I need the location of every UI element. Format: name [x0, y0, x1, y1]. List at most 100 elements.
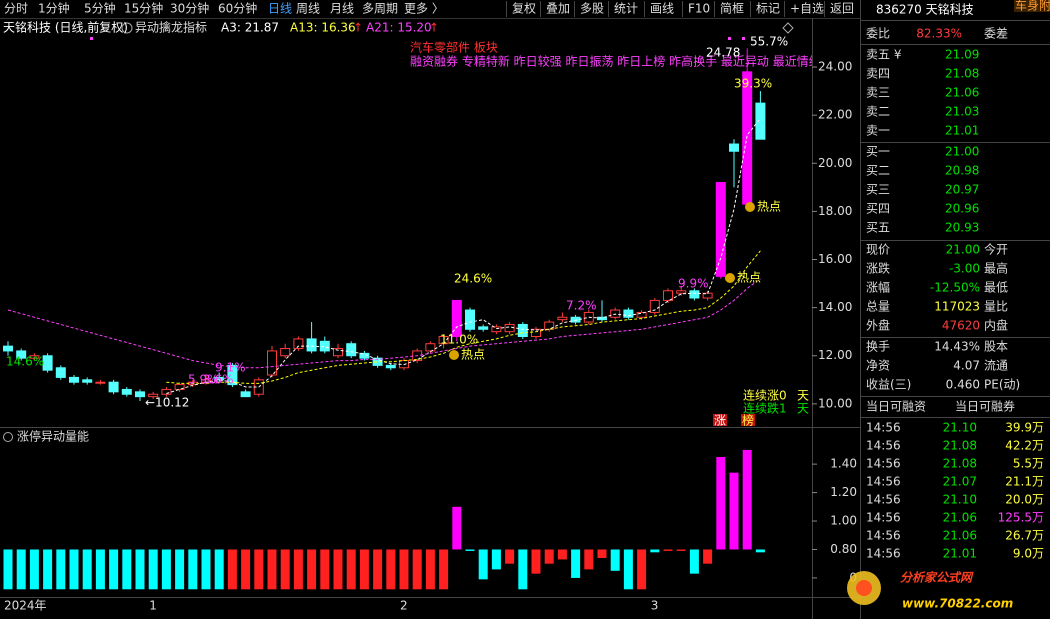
bar — [623, 549, 633, 590]
indicator-value: A3: 21.87 — [221, 21, 279, 35]
bid-price: 20.93 — [945, 221, 979, 235]
toolbar-tab[interactable]: 60分钟 — [218, 1, 257, 16]
tick-time: 14:56 — [866, 439, 901, 453]
toolbar-tab[interactable]: 15分钟 — [124, 1, 163, 16]
indicator-line — [166, 117, 761, 394]
toolbar-tab[interactable]: 分时 — [4, 2, 28, 16]
candle-body — [636, 311, 647, 318]
bid-label: 买一 — [866, 145, 890, 159]
watermark-url: www.70822.com — [902, 597, 1013, 611]
bar — [755, 549, 765, 553]
annotation: 14.6% — [6, 355, 44, 369]
toolbar-button[interactable]: 复权 — [512, 2, 536, 16]
watermark-title: 分析家公式网 — [900, 571, 974, 585]
x-tick-label: 2 — [400, 599, 408, 613]
toolbar-button[interactable]: 统计 — [614, 2, 638, 16]
candle-body — [359, 352, 370, 359]
bar — [571, 549, 581, 578]
annotation: 热点 — [757, 200, 781, 214]
annotation: 9.1% — [215, 361, 246, 375]
bar — [109, 549, 119, 590]
toolbar-button[interactable]: 简框 — [720, 2, 744, 16]
stat-label: 最低 — [984, 281, 1008, 295]
bar — [544, 549, 554, 564]
annotation: 3.6% — [203, 373, 234, 387]
toolbar-tab[interactable]: 日线 — [268, 2, 292, 16]
toolbar-button[interactable]: F10 — [688, 2, 710, 16]
panel-title: 涨停异动量能 — [17, 429, 89, 444]
candle-body — [729, 143, 739, 152]
finance-head: 当日可融资 — [866, 400, 926, 414]
bar — [148, 549, 158, 590]
stat-value: 4.07 — [953, 359, 980, 373]
toolbar-tab[interactable]: 5分钟 — [84, 1, 116, 16]
candle-body — [385, 364, 396, 369]
bar — [307, 549, 317, 590]
annotation: 5.9% — [188, 373, 219, 387]
toolbar-tab[interactable]: 30分钟 — [170, 1, 209, 16]
stat-label: 今开 — [984, 242, 1008, 257]
panel-icon[interactable] — [3, 432, 13, 442]
y-tick-label: 16.00 — [818, 252, 852, 266]
bar — [333, 549, 343, 590]
candle-body — [755, 102, 766, 140]
bar — [214, 549, 224, 590]
indicator-value: A21: 15.20 — [366, 21, 432, 35]
stock-tag: 车身附 — [1015, 0, 1050, 13]
bar — [399, 549, 409, 590]
indicator-icon[interactable] — [121, 22, 133, 34]
tick-price: 21.08 — [943, 457, 977, 471]
bar — [597, 549, 607, 559]
bar — [175, 549, 185, 590]
stat-label: PE(动) — [984, 378, 1020, 392]
stat-label: 外盘 — [866, 318, 890, 333]
volume-plot — [3, 449, 765, 590]
bar — [557, 549, 567, 560]
hot-coin — [725, 273, 735, 283]
bid-price: 21.00 — [945, 145, 979, 159]
bar — [505, 549, 515, 564]
bar — [16, 549, 26, 590]
toolbar-tab[interactable]: 更多 〉 — [404, 2, 444, 16]
bid-label: 买四 — [866, 202, 890, 216]
candle-body — [16, 350, 27, 359]
annotation: 24.6% — [454, 272, 492, 286]
tick-time: 14:56 — [866, 547, 901, 561]
toolbar-button[interactable]: 叠加 — [546, 2, 570, 16]
annotation: 涨 — [714, 413, 726, 428]
candle-body — [689, 290, 700, 299]
toolbar-tab[interactable]: 1分钟 — [38, 1, 70, 16]
tick-volume: 5.5万 — [1013, 457, 1044, 471]
bid-label: 买二 — [866, 164, 890, 178]
toolbar-tab[interactable]: 月线 — [330, 2, 354, 16]
candle-body — [135, 391, 145, 398]
stat-value: -12.50% — [930, 281, 980, 295]
toolbar-button[interactable]: 画线 — [650, 2, 674, 16]
tick-time: 14:56 — [866, 511, 901, 525]
candle-body — [148, 393, 159, 398]
annotation: 热点 — [461, 348, 485, 362]
bar — [412, 549, 422, 590]
indicator-line — [7, 278, 761, 369]
toolbar-button[interactable]: 返回 — [830, 2, 854, 16]
bar — [478, 549, 488, 580]
annotation: 热点 — [737, 271, 761, 285]
hot-coin — [449, 350, 459, 360]
candle-body — [517, 323, 528, 337]
settings-icon[interactable] — [782, 22, 794, 34]
x-tick-label: 1 — [149, 599, 157, 613]
candle-body — [504, 323, 515, 333]
tick-volume: 9.0万 — [1013, 547, 1044, 561]
toolbar-button[interactable]: +自选 — [790, 2, 824, 16]
toolbar-tab[interactable]: 多周期 — [362, 2, 398, 16]
bar — [201, 549, 211, 590]
indicator-value: A13: 16.36 — [290, 21, 356, 35]
toolbar-tab[interactable]: 周线 — [296, 2, 320, 16]
bar — [346, 549, 356, 590]
toolbar-button[interactable]: 多股 — [580, 2, 604, 16]
quote-label: 委差 — [984, 27, 1008, 41]
annotation: 融资融券 专精特新 昨日较强 昨日振荡 昨日上榜 昨高换手 最近异动 最近情绪 — [410, 54, 821, 69]
toolbar-button[interactable]: 标记 — [756, 2, 780, 16]
